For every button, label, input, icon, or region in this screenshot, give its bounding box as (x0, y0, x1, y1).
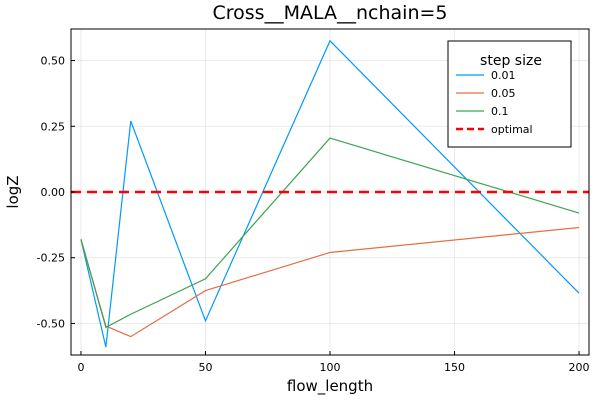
x-axis-label: flow_length (287, 377, 373, 396)
legend-entries: 0.01 0.05 0.1 optimal (456, 69, 533, 136)
x-tick-label: 0 (77, 361, 84, 374)
x-tick-label: 50 (198, 361, 212, 374)
x-tick-label: 200 (569, 361, 590, 374)
legend-label: optimal (491, 123, 533, 136)
series-layer (71, 39, 589, 348)
y-tick-label: 0.50 (41, 55, 66, 68)
legend-label: 0.1 (491, 105, 509, 118)
legend-label: 0.05 (491, 87, 516, 100)
y-axis-ticks: -0.50 -0.25 0.00 0.25 0.50 (37, 55, 75, 330)
series-line-2 (80, 137, 580, 329)
y-tick-label: 0.25 (41, 120, 66, 133)
y-tick-label: -0.50 (37, 317, 65, 330)
legend-label: 0.01 (491, 69, 516, 82)
y-tick-label: -0.25 (37, 252, 65, 265)
chart-title: Cross__MALA__nchain=5 (213, 2, 448, 24)
series-line-0 (80, 39, 580, 348)
legend: step size 0.01 0.05 0.1 optimal (447, 40, 572, 148)
x-axis-ticks: 0 50 100 150 200 (77, 351, 590, 374)
y-tick-label: 0.00 (41, 186, 66, 199)
x-tick-label: 100 (320, 361, 341, 374)
legend-title: step size (480, 53, 542, 69)
x-tick-label: 150 (444, 361, 465, 374)
y-axis-label: logZ (4, 175, 22, 208)
